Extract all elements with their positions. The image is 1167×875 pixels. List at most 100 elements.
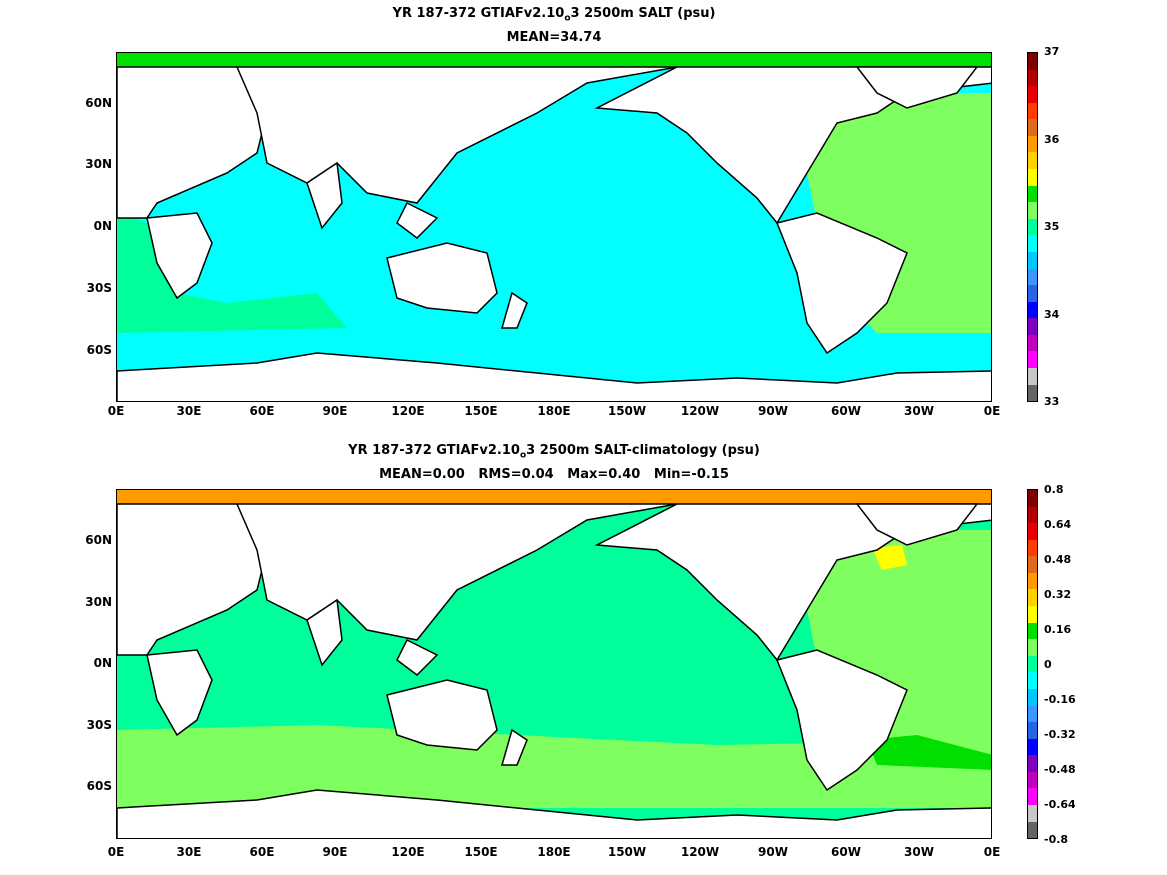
colorbar-swatch: [1028, 688, 1037, 706]
panel2-cb-label: 0.48: [1044, 553, 1072, 566]
panel2-xtick: 30E: [176, 845, 202, 859]
panel1-south-band: [117, 213, 347, 333]
colorbar-swatch: [1028, 169, 1037, 186]
panel2-map: [116, 489, 992, 839]
colorbar-swatch: [1028, 102, 1037, 120]
panel2-arctic-strip: [117, 490, 991, 504]
panel2-cb-label: -0.48: [1044, 763, 1076, 776]
colorbar-swatch: [1028, 804, 1037, 822]
panel1-subtitle: MEAN=34.74: [506, 30, 602, 45]
colorbar-swatch: [1028, 218, 1037, 236]
panel1-cb-label-34: 34: [1044, 308, 1060, 321]
panel1-xtick: 180E: [537, 404, 571, 418]
colorbar-swatch: [1028, 655, 1037, 673]
colorbar-swatch: [1028, 539, 1037, 557]
panel2-ytick-60n: 60N: [85, 533, 112, 547]
colorbar-swatch: [1028, 589, 1037, 607]
colorbar-swatch: [1028, 367, 1037, 385]
colorbar-swatch: [1028, 523, 1037, 540]
colorbar-swatch: [1028, 318, 1037, 335]
colorbar-swatch: [1028, 606, 1037, 623]
panel1-map: [116, 52, 992, 402]
colorbar-swatch: [1028, 672, 1037, 689]
colorbar-swatch: [1028, 639, 1037, 656]
panel2-xtick: 30W: [904, 845, 934, 859]
colorbar-swatch: [1028, 622, 1037, 640]
panel2-land: [117, 503, 991, 838]
panel2-cb-label: 0.16: [1044, 623, 1072, 636]
panel2-xtick: 0E: [983, 845, 1001, 859]
colorbar-swatch: [1028, 251, 1037, 269]
panel1-xtick: 30W: [904, 404, 934, 418]
colorbar-swatch: [1028, 771, 1037, 789]
colorbar-swatch: [1028, 490, 1037, 507]
panel2-xtick: 120E: [391, 845, 425, 859]
panel1-cb-label-37: 37: [1044, 45, 1060, 58]
panel2-xtick: 150W: [607, 845, 647, 859]
panel1-xtick: 60W: [831, 404, 861, 418]
panel2-ytick-30n: 30N: [85, 595, 112, 609]
colorbar-swatch: [1028, 506, 1037, 524]
colorbar-swatch: [1028, 334, 1037, 352]
colorbar-swatch: [1028, 755, 1037, 772]
panel1-land: [117, 66, 991, 401]
panel1-xtick: 0E: [107, 404, 125, 418]
colorbar-swatch: [1028, 572, 1037, 590]
panel2-cb-label: -0.64: [1044, 798, 1076, 811]
panel2-subtitle: MEAN=0.00 RMS=0.04 Max=0.40 Min=-0.15: [379, 467, 729, 482]
colorbar-swatch: [1028, 788, 1037, 805]
panel1-ytick-0n: 0N: [93, 219, 112, 233]
colorbar-swatch: [1028, 268, 1037, 286]
panel2-cb-label: 0.32: [1044, 588, 1072, 601]
panel2-colorbar: [1027, 489, 1038, 839]
colorbar-swatch: [1028, 722, 1037, 739]
panel2-xtick: 60E: [249, 845, 275, 859]
colorbar-swatch: [1028, 821, 1037, 839]
panel2-ytick-30s: 30S: [86, 718, 112, 732]
colorbar-swatch: [1028, 705, 1037, 723]
panel1-cb-label-36: 36: [1044, 133, 1060, 146]
panel1-arctic-strip: [117, 53, 991, 67]
panel2-cb-label: 0: [1044, 658, 1052, 671]
panel2-xtick: 60W: [831, 845, 861, 859]
panel1-xtick: 90W: [758, 404, 788, 418]
colorbar-swatch: [1028, 69, 1037, 87]
panel2-title: YR 187-372 GTIAFv2.10o3 2500m SALT-clima…: [348, 443, 760, 461]
panel2-xtick: 180E: [537, 845, 571, 859]
panel2-cb-label: 0.64: [1044, 518, 1072, 531]
panel1-colorbar: [1027, 52, 1038, 402]
panel1-xtick: 150E: [464, 404, 498, 418]
panel2-ytick-60s: 60S: [86, 779, 112, 793]
panel2-xtick: 90W: [758, 845, 788, 859]
panel1-xtick: 120W: [680, 404, 720, 418]
panel1-xtick: 60E: [249, 404, 275, 418]
panel2-cb-label: 0.8: [1044, 483, 1064, 496]
colorbar-swatch: [1028, 119, 1037, 136]
panel1-ytick-60n: 60N: [85, 96, 112, 110]
colorbar-swatch: [1028, 285, 1037, 302]
panel1-cb-label-33: 33: [1044, 395, 1060, 408]
colorbar-swatch: [1028, 235, 1037, 252]
panel2-xtick: 90E: [322, 845, 348, 859]
panel1-xtick: 150W: [607, 404, 647, 418]
panel1-title: YR 187-372 GTIAFv2.10o3 2500m SALT (psu): [392, 6, 716, 24]
colorbar-swatch: [1028, 152, 1037, 170]
panel2-labrador-patch: [872, 545, 907, 570]
panel2-agulhas-patch: [867, 735, 991, 770]
panel1-ytick-30s: 30S: [86, 281, 112, 295]
colorbar-swatch: [1028, 53, 1037, 70]
panel1-xtick: 30E: [176, 404, 202, 418]
colorbar-swatch: [1028, 384, 1037, 402]
panel2-cb-label: -0.32: [1044, 728, 1076, 741]
colorbar-swatch: [1028, 185, 1037, 203]
colorbar-swatch: [1028, 86, 1037, 103]
panel1-xtick: 120E: [391, 404, 425, 418]
colorbar-swatch: [1028, 301, 1037, 319]
panel2-south-band: [117, 725, 991, 808]
colorbar-swatch: [1028, 556, 1037, 573]
panel1-cb-label-35: 35: [1044, 220, 1060, 233]
colorbar-swatch: [1028, 738, 1037, 756]
panel2-ytick-0n: 0N: [93, 656, 112, 670]
panel2-cb-label: -0.16: [1044, 693, 1076, 706]
panel1-xtick: 0E: [983, 404, 1001, 418]
